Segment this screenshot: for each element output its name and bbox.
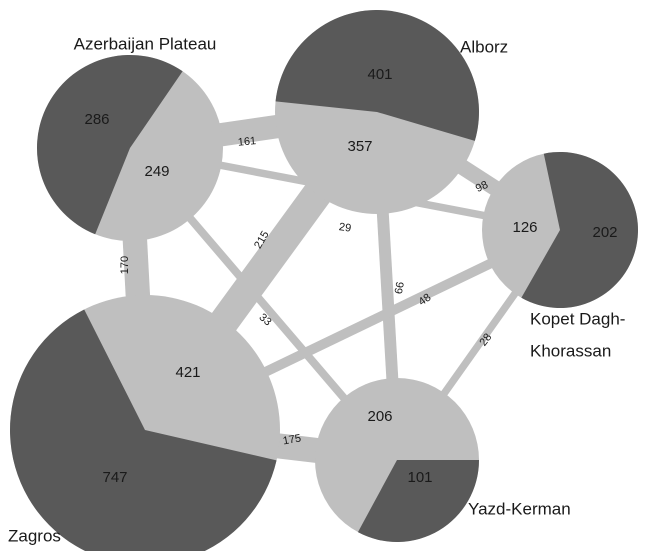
edge-label: 28 — [477, 331, 494, 348]
endemic-count: 286 — [84, 111, 109, 128]
node-label: Kopet Dagh- — [530, 309, 625, 328]
node-endemic — [357, 460, 479, 542]
shared-count: 421 — [175, 364, 200, 381]
edge-label: 48 — [416, 291, 433, 308]
endemic-count: 202 — [592, 224, 617, 241]
endemic-count: 401 — [367, 66, 392, 83]
nodes — [10, 9, 638, 551]
shared-count: 206 — [367, 408, 392, 425]
node-endemic — [521, 151, 638, 308]
endemic-count: 101 — [407, 469, 432, 486]
node-endemic — [37, 55, 183, 235]
node-label: Alborz — [460, 37, 508, 56]
edge-label: 98 — [474, 179, 490, 195]
shared-count: 249 — [144, 163, 169, 180]
edge-label: 66 — [393, 281, 407, 295]
node-endemic — [275, 9, 480, 141]
node-label: Zagros — [8, 526, 61, 545]
edge-label: 29 — [338, 221, 352, 235]
labels: 161170293321598664828175249286Azerbaijan… — [8, 34, 625, 545]
endemic-count: 747 — [102, 469, 127, 486]
node-label: Azerbaijan Plateau — [74, 34, 217, 53]
edge-label: 175 — [282, 432, 302, 447]
edge-label: 170 — [119, 256, 131, 274]
shared-count: 357 — [347, 138, 372, 155]
shared-count: 126 — [512, 219, 537, 236]
node-label: Yazd-Kerman — [468, 499, 571, 518]
edge-label: 161 — [237, 135, 256, 149]
node-label: Khorassan — [530, 341, 611, 360]
node-endemic — [10, 309, 277, 551]
